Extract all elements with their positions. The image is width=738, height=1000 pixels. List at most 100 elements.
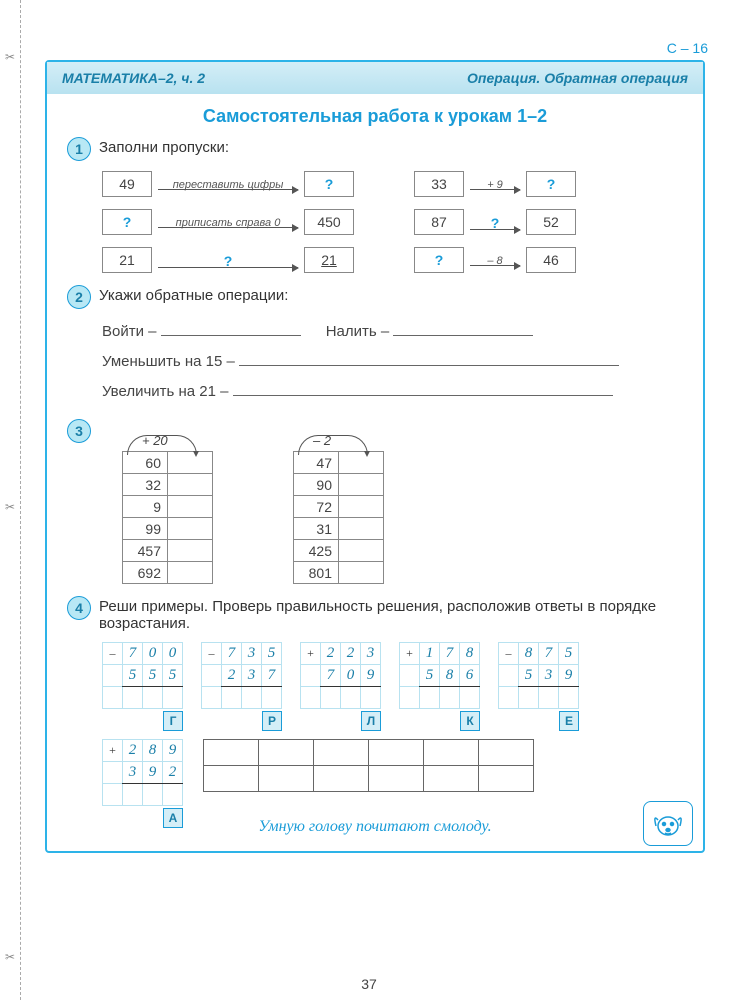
calc-block: –735237Р (201, 642, 282, 709)
table-cell: 425 (294, 540, 339, 562)
task-4: 4 Реши примеры. Проверь правильность реш… (47, 596, 703, 806)
flow-box-a[interactable]: 87 (414, 209, 464, 235)
calc-cell: 5 (143, 665, 163, 687)
calc-cell: 9 (143, 762, 163, 784)
task-number-3: 3 (67, 419, 91, 443)
table-operation: – 2 (313, 433, 331, 448)
flow-row: ?– 846 (414, 247, 576, 273)
task-3-tables: + 206032999457692– 247907231425801 (122, 451, 683, 584)
table-cell-blank[interactable] (339, 496, 384, 518)
calc-cell[interactable] (440, 687, 460, 709)
calc-cell: – (202, 643, 222, 665)
calc-cell[interactable] (123, 687, 143, 709)
calc-cell[interactable] (539, 687, 559, 709)
blank-line[interactable] (239, 352, 619, 366)
calc-cell: 5 (519, 665, 539, 687)
calc-cell[interactable] (143, 784, 163, 806)
footer-quote: Умную голову почитают смолоду. (47, 818, 703, 836)
flow-box-b[interactable]: 46 (526, 247, 576, 273)
calc-cell[interactable] (242, 687, 262, 709)
scissors-icon: ✂ (5, 50, 15, 64)
calc-cell[interactable] (361, 687, 381, 709)
arrow: переставить цифры (158, 179, 298, 190)
calc-cell[interactable] (103, 784, 123, 806)
blank-line[interactable] (161, 322, 301, 336)
calc-cell[interactable] (123, 784, 143, 806)
flow-row: ? приписать справа 0 450 (102, 209, 354, 235)
table-cell: 801 (294, 562, 339, 584)
calc-cell[interactable] (499, 687, 519, 709)
flows-right: 33+ 9?87?52?– 846 (414, 171, 576, 273)
calc-cell[interactable] (341, 687, 361, 709)
table-cell-blank[interactable] (339, 518, 384, 540)
calc-cell[interactable] (163, 687, 183, 709)
blank-line[interactable] (233, 382, 613, 396)
letter-box: А (163, 808, 183, 828)
flow-box-b[interactable]: 21 (304, 247, 354, 273)
table-cell-blank[interactable] (339, 562, 384, 584)
flow-box-b[interactable]: ? (304, 171, 354, 197)
calc-cell[interactable] (163, 784, 183, 806)
task-number-1: 1 (67, 137, 91, 161)
calc-cell: 5 (123, 665, 143, 687)
blank-line[interactable] (393, 322, 533, 336)
flow-box-b[interactable]: ? (526, 171, 576, 197)
flow-box-b[interactable]: 450 (304, 209, 354, 235)
number-table: – 247907231425801 (293, 451, 384, 584)
task-number-2: 2 (67, 285, 91, 309)
task-1: 1 Заполни пропуски: 49переставить цифры?… (47, 137, 703, 273)
table-cell-blank[interactable] (168, 474, 213, 496)
calc-cell (400, 665, 420, 687)
flow-box-a[interactable]: 21 (102, 247, 152, 273)
calc-cell: 7 (440, 643, 460, 665)
table-cell-blank[interactable] (168, 540, 213, 562)
calc-cell[interactable] (559, 687, 579, 709)
page-corner-label: С – 16 (667, 40, 708, 56)
calc-cell[interactable] (222, 687, 242, 709)
calc-cell[interactable] (460, 687, 480, 709)
worksheet: МАТЕМАТИКА–2, ч. 2 Операция. Обратная оп… (45, 60, 705, 853)
table-cell: 692 (123, 562, 168, 584)
fill-l1b: Налить – (326, 323, 390, 340)
letter-box: Г (163, 711, 183, 731)
calc-cell[interactable] (202, 687, 222, 709)
table-cell-blank[interactable] (339, 474, 384, 496)
calc-cell[interactable] (301, 687, 321, 709)
calc-cell[interactable] (519, 687, 539, 709)
calc-cell: 1 (420, 643, 440, 665)
flow-box-a[interactable]: ? (414, 247, 464, 273)
calc-cell[interactable] (400, 687, 420, 709)
arrow: ? (470, 215, 520, 230)
flow-box-b[interactable]: 52 (526, 209, 576, 235)
letter-box: Р (262, 711, 282, 731)
table-cell-blank[interactable] (168, 496, 213, 518)
table-cell-blank[interactable] (168, 518, 213, 540)
calc-cell (103, 665, 123, 687)
flow-box-a[interactable]: 33 (414, 171, 464, 197)
header-left: МАТЕМАТИКА–2, ч. 2 (62, 70, 205, 86)
calc-cell[interactable] (321, 687, 341, 709)
calc-cell[interactable] (143, 687, 163, 709)
table-cell-blank[interactable] (168, 562, 213, 584)
flow-box-a[interactable]: ? (102, 209, 152, 235)
calc-cell: 5 (420, 665, 440, 687)
table-cell-blank[interactable] (339, 540, 384, 562)
arrow: приписать справа 0 (158, 217, 298, 228)
table-cell: 72 (294, 496, 339, 518)
calc-cell: – (103, 643, 123, 665)
cut-line (20, 0, 21, 1000)
calc-cell: – (499, 643, 519, 665)
answer-grid[interactable] (203, 739, 534, 792)
fill-l2: Уменьшить на 15 – (102, 353, 235, 370)
calc-cell[interactable] (420, 687, 440, 709)
calc-cell: 2 (123, 740, 143, 762)
table-cell: 90 (294, 474, 339, 496)
calc-cell: 3 (539, 665, 559, 687)
flow-box-a[interactable]: 49 (102, 171, 152, 197)
table-cell: 32 (123, 474, 168, 496)
calc-cell[interactable] (262, 687, 282, 709)
calc-cell[interactable] (103, 687, 123, 709)
table-cell: 457 (123, 540, 168, 562)
dog-icon (643, 801, 693, 846)
calc-cell: 3 (242, 643, 262, 665)
